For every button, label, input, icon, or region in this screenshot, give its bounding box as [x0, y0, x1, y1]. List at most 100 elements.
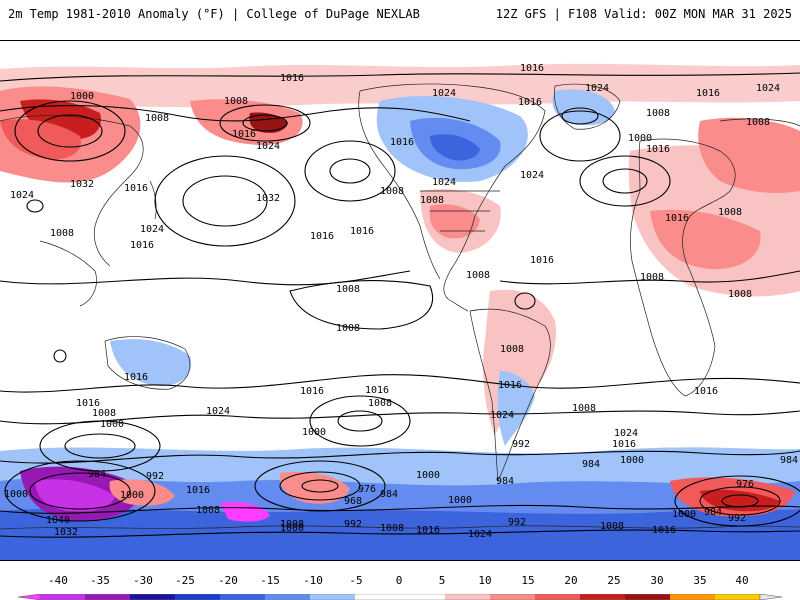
legend-swatch — [715, 594, 761, 600]
isobar-label: 1016 — [646, 144, 670, 155]
isobar-label: 968 — [344, 496, 362, 507]
legend-right-arrow — [759, 594, 782, 600]
isobar-label: 1000 — [448, 495, 472, 506]
legend-left-arrow — [18, 594, 41, 600]
isobar-label: 1040 — [46, 515, 70, 526]
legend-tick-label: -30 — [133, 574, 153, 587]
isobar-label: 1000 — [280, 523, 304, 534]
isobar-label: 976 — [358, 484, 376, 495]
anomaly-shading — [0, 63, 800, 560]
model-run-info: 12Z GFS | F108 Valid: 00Z MON MAR 31 202… — [495, 7, 792, 21]
isobar-label: 984 — [704, 507, 722, 518]
legend-swatch — [580, 594, 626, 600]
isobar-label: 1024 — [490, 410, 514, 421]
isobar-label: 1024 — [432, 177, 456, 188]
isobar-label: 1032 — [70, 179, 94, 190]
isobar-label: 984 — [88, 469, 106, 480]
isobar-label: 984 — [496, 476, 514, 487]
isobar-label: 1008 — [145, 113, 169, 124]
legend-swatch — [40, 594, 86, 600]
legend-tick-label: 40 — [735, 574, 749, 587]
legend-swatch — [355, 594, 401, 600]
world-map[interactable]: 1016 1016 1000 1008 1024 1016 1024 1008 … — [0, 40, 800, 561]
map-title: 2m Temp 1981-2010 Anomaly (°F) | College… — [8, 7, 420, 21]
isobar-label: 1016 — [76, 398, 100, 409]
isobar-label: 1016 — [612, 439, 636, 450]
legend-swatch — [490, 594, 536, 600]
isobar-label: 1008 — [336, 323, 360, 334]
isobar-label: 1008 — [466, 270, 490, 281]
isobar-label: 1008 — [718, 207, 742, 218]
isobar-label: 1000 — [100, 419, 124, 430]
legend-tick-label: -5 — [349, 574, 363, 587]
legend-tick-label: 10 — [478, 574, 492, 587]
legend-tick-label: -10 — [303, 574, 323, 587]
isobar-label: 1024 — [10, 190, 34, 201]
isobar-label: 1016 — [300, 386, 324, 397]
isobar-label: 1008 — [572, 403, 596, 414]
isobar-label: 1008 — [420, 195, 444, 206]
legend-tick-label: -35 — [90, 574, 110, 587]
isobar-label: 1016 — [310, 231, 334, 242]
isobar-label: 1016 — [518, 97, 542, 108]
isobar-label: 1024 — [256, 141, 280, 152]
isobar-label: 1008 — [280, 519, 304, 530]
isobar-label: 1016 — [365, 385, 389, 396]
isobar-label: 1032 — [54, 527, 78, 538]
isobar-label: 1000 — [302, 427, 326, 438]
legend-swatch — [175, 594, 221, 600]
isobar-label: 992 — [344, 519, 362, 530]
isobar-label: 992 — [508, 517, 526, 528]
legend-swatch — [445, 594, 491, 600]
isobar-label: 1024 — [520, 170, 544, 181]
isobar-contours — [0, 72, 800, 538]
isobar-label: 1000 — [70, 91, 94, 102]
isobar-label: 1008 — [728, 289, 752, 300]
isobar-label: 1016 — [694, 386, 718, 397]
isobar-label: 1024 — [614, 428, 638, 439]
isobar-label: 1024 — [432, 88, 456, 99]
isobar-label: 1008 — [380, 186, 404, 197]
legend-tick-label: 30 — [650, 574, 664, 587]
isobar-label: 984 — [780, 455, 798, 466]
isobar-label: 1008 — [196, 505, 220, 516]
isobar-label: 1008 — [92, 408, 116, 419]
isobar-label: 1016 — [530, 255, 554, 266]
color-legend-bar — [18, 594, 782, 600]
isobar-label: 1000 — [416, 470, 440, 481]
isobar-labels: 1016 1016 1000 1008 1024 1016 1024 1008 … — [4, 63, 798, 540]
legend-tick-label: 35 — [693, 574, 707, 587]
legend-swatch — [310, 594, 356, 600]
isobar-label: 1000 — [620, 455, 644, 466]
isobar-label: 1016 — [280, 73, 304, 84]
isobar-label: 1008 — [380, 523, 404, 534]
isobar-label: 984 — [582, 459, 600, 470]
isobar-label: 1008 — [368, 398, 392, 409]
isobar-label: 1016 — [696, 88, 720, 99]
legend-swatch — [85, 594, 131, 600]
isobar-label: 1008 — [336, 284, 360, 295]
isobar-label: 1008 — [646, 108, 670, 119]
isobar-label: 1016 — [124, 183, 148, 194]
legend-tick-label: 15 — [521, 574, 535, 587]
isobar-label: 1016 — [350, 226, 374, 237]
legend-tick-label: 0 — [395, 574, 403, 587]
isobar-label: 1008 — [746, 117, 770, 128]
isobar-label: 1008 — [50, 228, 74, 239]
isobar-label: 1016 — [130, 240, 154, 251]
legend-swatch — [400, 594, 446, 600]
isobar-label: 1024 — [756, 83, 780, 94]
isobar-label: 1024 — [468, 529, 492, 540]
isobar-label: 1000 — [120, 490, 144, 501]
isobar-label: 1016 — [232, 129, 256, 140]
isobar-label: 1016 — [520, 63, 544, 74]
legend-swatch — [535, 594, 581, 600]
isobar-label: 984 — [380, 489, 398, 500]
header-bar: 2m Temp 1981-2010 Anomaly (°F) | College… — [0, 0, 800, 30]
legend-tick-label: 5 — [438, 574, 446, 587]
isobar-label: 1032 — [256, 193, 280, 204]
legend-tick-label: -25 — [175, 574, 195, 587]
isobar-label: 1016 — [665, 213, 689, 224]
isobar-label: 1008 — [640, 272, 664, 283]
legend-tick-label: -40 — [48, 574, 68, 587]
